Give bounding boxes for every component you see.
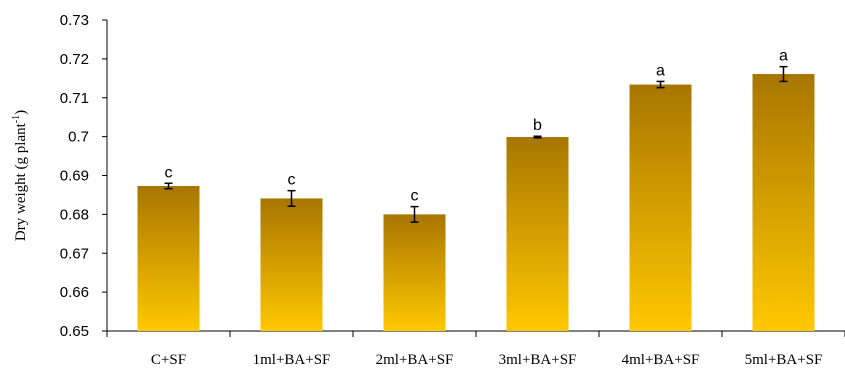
x-tick-label: 1ml+BA+SF: [253, 352, 331, 368]
y-tick-label: 0.71: [60, 90, 89, 107]
x-tick-labels: C+SF 1ml+BA+SF 2ml+BA+SF 3ml+BA+SF 4ml+BA+SF…: [151, 352, 822, 368]
significance-letter: c: [165, 164, 173, 181]
bar: [137, 185, 200, 331]
axes: [102, 19, 845, 337]
error-bars: [164, 65, 788, 223]
bars: [137, 74, 815, 331]
bar: [506, 137, 569, 331]
y-tick-label: 0.69: [60, 168, 89, 185]
significance-letter: a: [656, 62, 665, 79]
bar: [752, 74, 815, 331]
x-tick-label: 5ml+BA+SF: [745, 352, 823, 368]
y-tick-label: 0.68: [60, 206, 89, 223]
significance-letter: b: [533, 117, 542, 134]
y-tick-label: 0.65: [60, 323, 89, 340]
bar: [260, 198, 323, 331]
bar: [629, 84, 692, 331]
y-tick-label: 0.67: [60, 245, 89, 262]
x-tick-label: 4ml+BA+SF: [622, 352, 700, 368]
significance-letter: c: [411, 188, 419, 205]
x-tick-label: 2ml+BA+SF: [376, 352, 454, 368]
y-axis-title: Dry weight (g plant-1): [11, 110, 29, 241]
y-tick-label: 0.73: [60, 12, 89, 29]
y-tick-label: 0.66: [60, 284, 89, 301]
y-tick-labels: 0.65 0.66 0.67 0.68 0.69 0.7 0.71 0.72 0.73: [60, 12, 89, 340]
x-tick-label: 3ml+BA+SF: [499, 352, 577, 368]
significance-letter: a: [779, 48, 788, 65]
y-tick-label: 0.72: [60, 51, 89, 68]
significance-letters: c c c b a a: [165, 48, 789, 205]
significance-letter: c: [288, 172, 296, 189]
bar: [383, 214, 446, 331]
y-axis-label: Dry weight (g plant-1): [11, 110, 29, 241]
x-tick-label: C+SF: [151, 352, 186, 368]
y-tick-label: 0.7: [68, 129, 89, 146]
